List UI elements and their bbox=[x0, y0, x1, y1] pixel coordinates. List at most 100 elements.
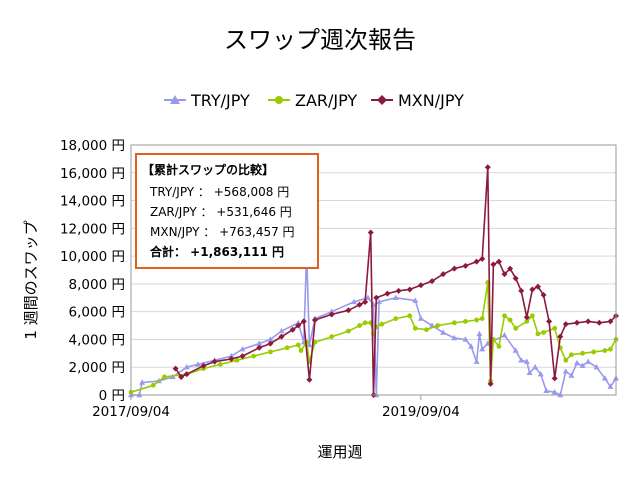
data-point bbox=[573, 359, 580, 366]
data-point bbox=[523, 314, 530, 321]
y-tick-label: 18,000 円 bbox=[60, 138, 125, 154]
y-axis-title: 1 週間のスワップ bbox=[22, 220, 40, 339]
legend-label-try: TRY/JPY bbox=[190, 91, 250, 110]
x-tick-label: 2017/09/04 bbox=[92, 404, 170, 420]
data-point bbox=[183, 371, 190, 378]
data-point bbox=[487, 380, 494, 387]
data-point bbox=[356, 301, 363, 308]
data-point bbox=[183, 364, 190, 370]
data-point bbox=[357, 323, 362, 328]
legend-marker-mxn bbox=[377, 95, 387, 105]
data-point bbox=[608, 346, 613, 352]
data-point bbox=[541, 330, 546, 335]
data-point bbox=[392, 294, 399, 300]
data-point bbox=[429, 278, 436, 285]
series-zar-jpy bbox=[128, 280, 619, 395]
summary-line-mxn: MXN/JPY ： +763,457 円 bbox=[150, 225, 295, 239]
data-point bbox=[228, 352, 235, 359]
data-point bbox=[495, 258, 502, 265]
y-tick-label: 10,000 円 bbox=[60, 249, 125, 265]
summary-line-try: TRY/JPY ： +568,008 円 bbox=[149, 185, 289, 199]
data-point bbox=[311, 317, 318, 323]
data-point bbox=[328, 311, 335, 318]
x-tick-labels: 2017/09/04 2019/09/04 bbox=[92, 395, 460, 420]
data-point bbox=[596, 319, 603, 326]
data-point bbox=[602, 348, 608, 353]
data-point bbox=[535, 331, 541, 337]
data-point bbox=[362, 298, 369, 305]
summary-heading: 【累計スワップの比較】 bbox=[142, 162, 274, 177]
legend-entry-zar: ZAR/JPY bbox=[268, 91, 357, 110]
data-point bbox=[507, 265, 514, 272]
data-point bbox=[518, 287, 525, 294]
data-point bbox=[473, 358, 480, 364]
data-point bbox=[435, 323, 441, 328]
data-point bbox=[607, 318, 614, 325]
data-point bbox=[562, 368, 569, 374]
data-point bbox=[289, 326, 296, 333]
data-point bbox=[523, 358, 530, 364]
data-point bbox=[537, 370, 544, 377]
data-point bbox=[593, 364, 600, 370]
data-point bbox=[278, 333, 285, 340]
data-point bbox=[346, 328, 351, 334]
legend: TRY/JPY ZAR/JPY MXN/JPY bbox=[164, 91, 464, 110]
data-point bbox=[585, 358, 592, 364]
data-point bbox=[512, 347, 519, 353]
data-point bbox=[424, 327, 429, 333]
data-point bbox=[295, 342, 301, 348]
data-point bbox=[462, 262, 469, 269]
data-point bbox=[150, 382, 156, 388]
data-point bbox=[585, 318, 592, 325]
data-point bbox=[406, 286, 413, 293]
data-point bbox=[532, 364, 539, 370]
y-tick-labels: 0 円 2,000 円 4,000 円 6,000 円 8,000 円 10,000 円 1… bbox=[60, 138, 125, 404]
data-point bbox=[407, 313, 413, 319]
data-point bbox=[440, 329, 447, 335]
data-point bbox=[518, 357, 525, 363]
summary-line-zar: ZAR/JPY ： +531,646 円 bbox=[150, 205, 292, 219]
data-point bbox=[543, 387, 550, 394]
data-point bbox=[551, 375, 558, 382]
data-point bbox=[284, 345, 290, 351]
y-tick-label: 12,000 円 bbox=[60, 221, 125, 237]
data-point bbox=[479, 345, 486, 352]
plot-border bbox=[130, 144, 617, 396]
data-point bbox=[451, 320, 457, 326]
data-point bbox=[373, 294, 380, 301]
data-point bbox=[234, 357, 240, 363]
data-point bbox=[267, 336, 274, 342]
data-point bbox=[524, 318, 530, 324]
legend-label-mxn: MXN/JPY bbox=[398, 91, 464, 110]
data-point bbox=[162, 374, 167, 380]
x-axis-title: 運用週 bbox=[317, 443, 362, 461]
data-point bbox=[412, 325, 418, 331]
y-tick-label: 6,000 円 bbox=[69, 305, 125, 321]
data-point bbox=[267, 340, 274, 347]
data-point bbox=[512, 275, 519, 282]
data-point bbox=[306, 376, 313, 383]
data-point bbox=[256, 340, 263, 346]
data-point bbox=[350, 298, 357, 305]
data-point bbox=[529, 313, 535, 319]
data-point bbox=[502, 313, 507, 319]
data-point bbox=[376, 298, 383, 305]
data-point bbox=[200, 362, 207, 369]
data-point bbox=[178, 373, 185, 380]
data-point bbox=[300, 318, 307, 325]
data-point bbox=[526, 369, 533, 375]
data-point bbox=[395, 287, 402, 294]
data-point bbox=[546, 318, 553, 325]
data-point bbox=[568, 372, 575, 378]
data-point bbox=[468, 343, 475, 349]
y-tick-label: 16,000 円 bbox=[60, 166, 125, 182]
legend-entry-mxn: MXN/JPY bbox=[371, 91, 464, 110]
data-point bbox=[256, 344, 263, 351]
data-point bbox=[451, 265, 458, 272]
data-point bbox=[362, 320, 368, 326]
data-point bbox=[298, 348, 304, 353]
data-point bbox=[417, 282, 424, 289]
data-point bbox=[579, 362, 586, 369]
data-point bbox=[267, 349, 273, 355]
